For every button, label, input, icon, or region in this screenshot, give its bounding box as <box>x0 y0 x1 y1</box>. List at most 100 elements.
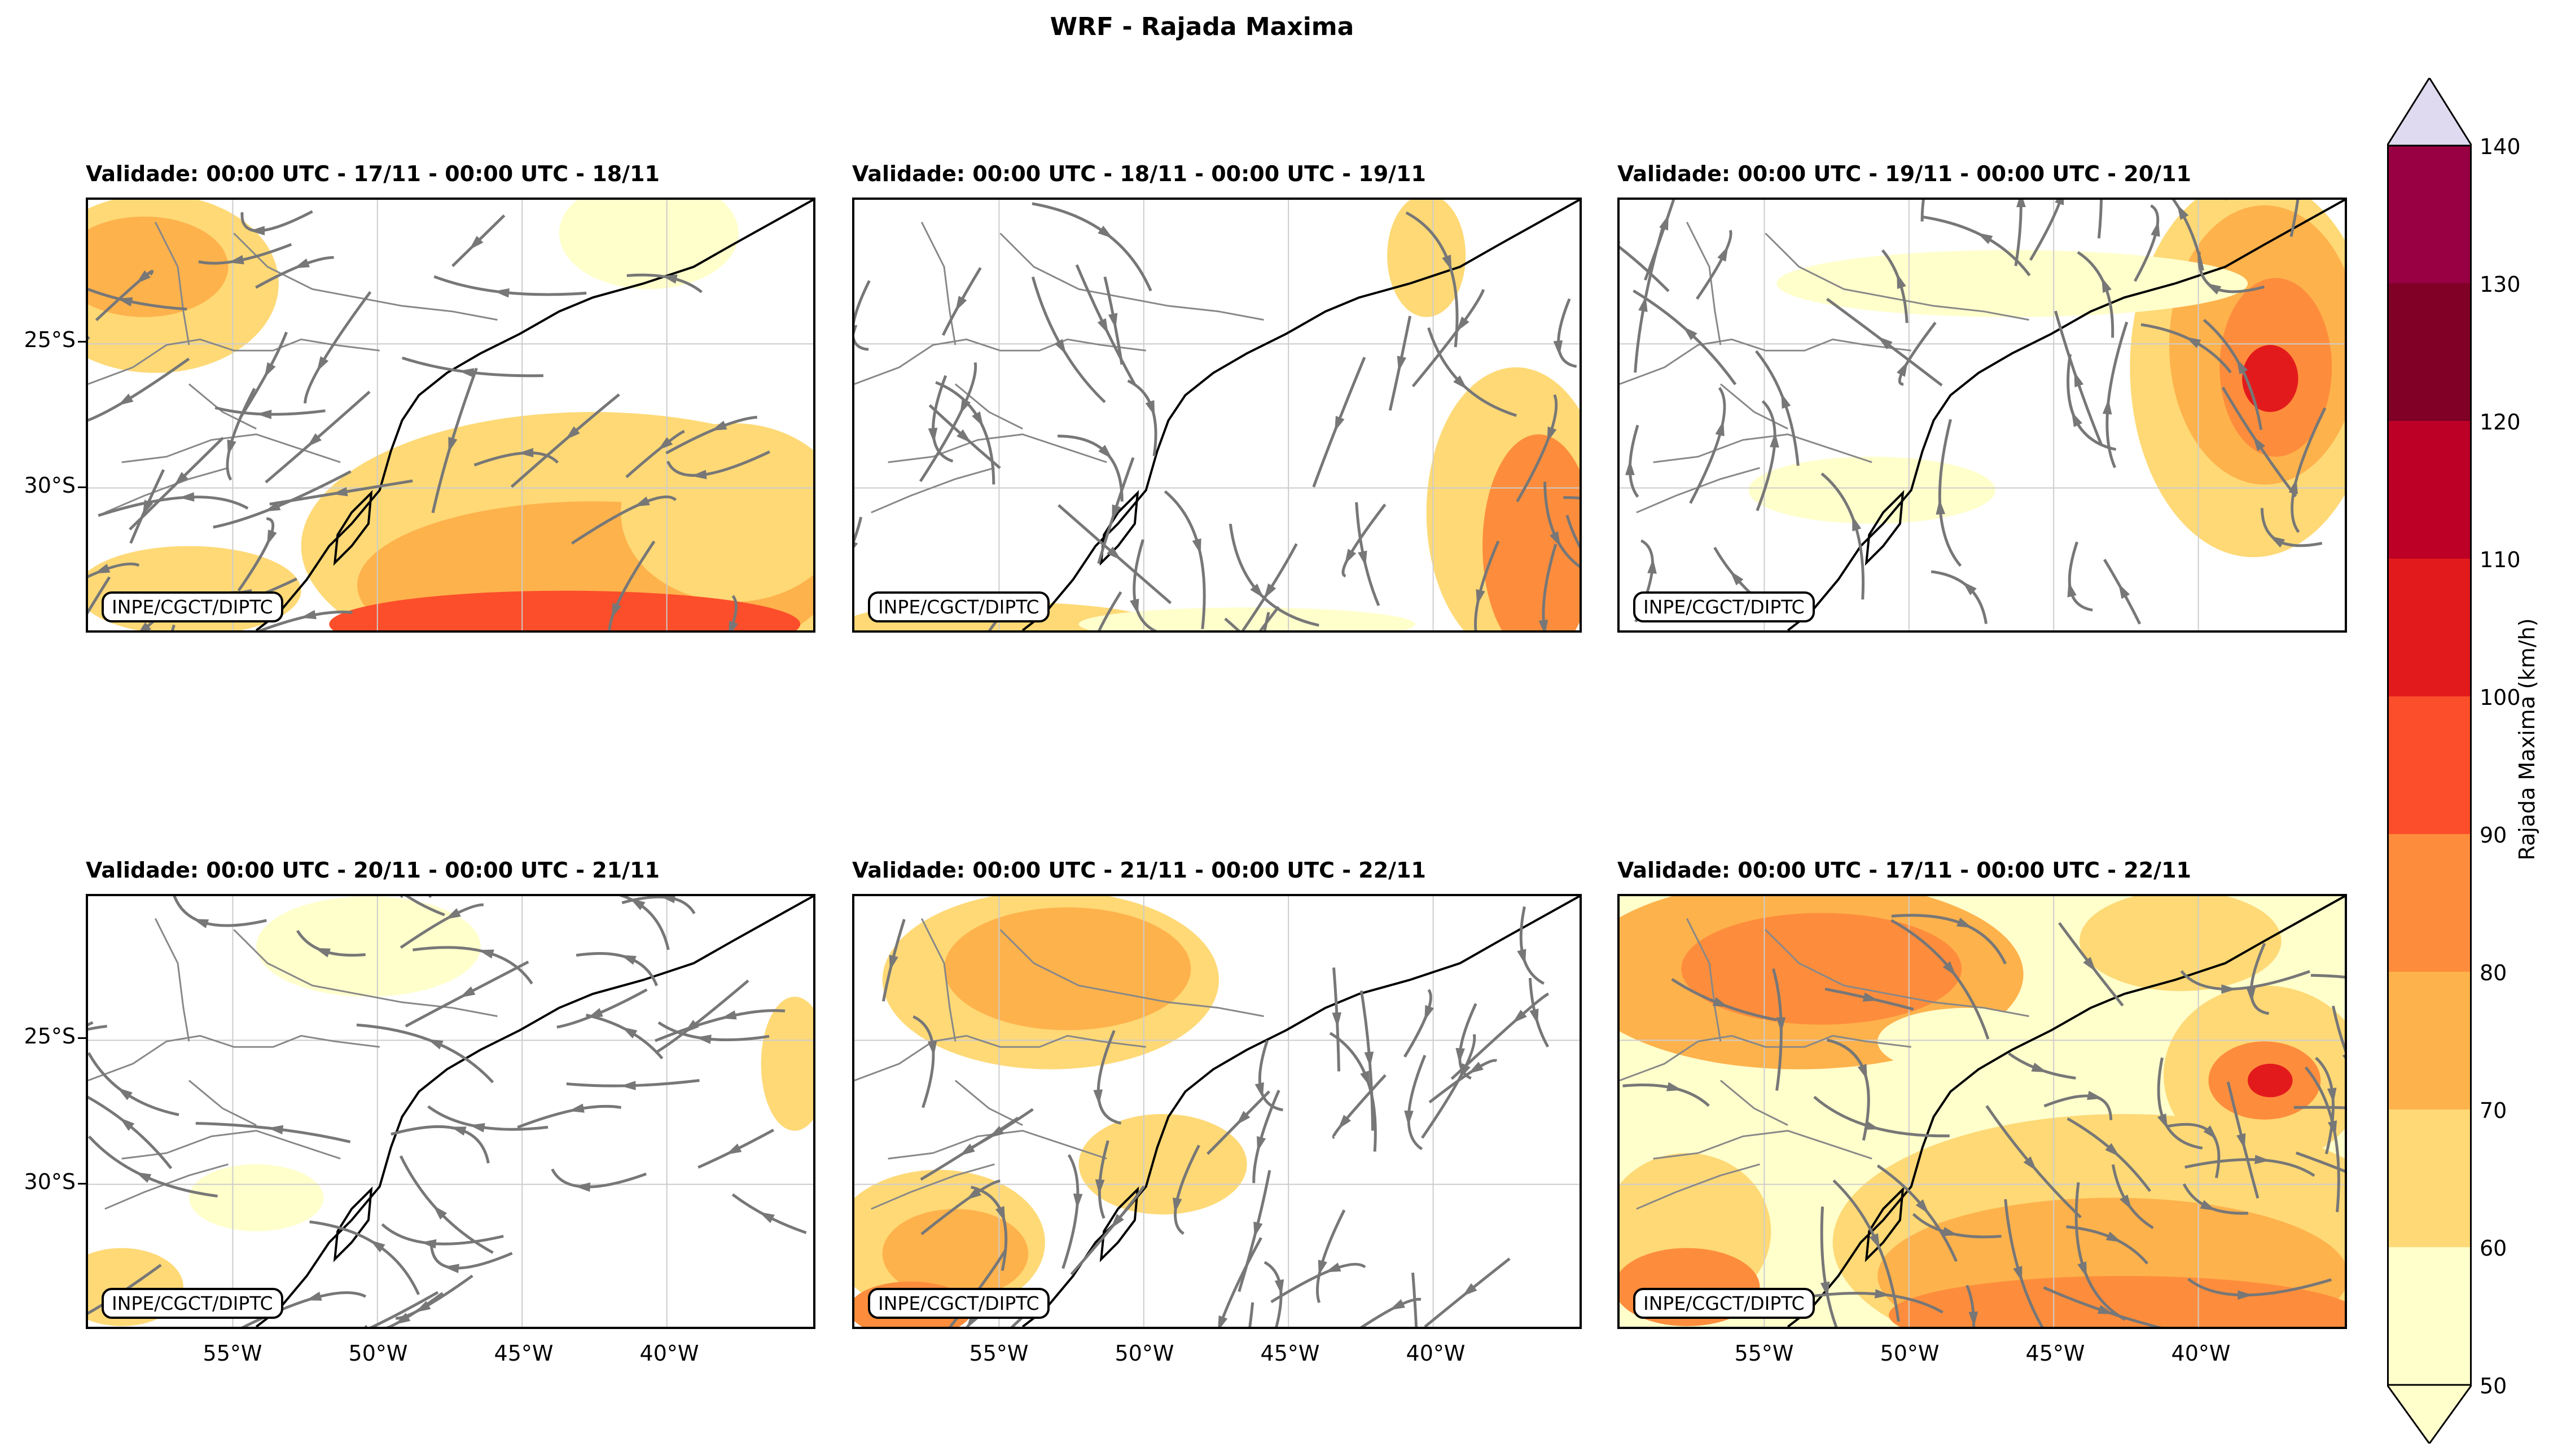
streamline <box>2068 541 2093 612</box>
streamline-arrow <box>293 258 310 269</box>
streamline-arrow <box>264 362 276 378</box>
credit-label: INPE/CGCT/DIPTC <box>102 1288 283 1319</box>
streamline-arrow <box>1874 1289 1890 1299</box>
streamline <box>657 1021 770 1042</box>
streamline-arrow <box>307 433 322 447</box>
state-border <box>233 233 498 321</box>
state-border <box>188 1080 257 1126</box>
state-border <box>1719 383 1788 430</box>
gust-area <box>88 216 229 317</box>
streamline <box>381 1223 504 1246</box>
colorbar-tick-label: 130 <box>2480 272 2521 297</box>
streamline-arrow <box>721 1010 737 1020</box>
state-border <box>1620 338 1911 385</box>
streamline-arrow <box>1968 1311 1978 1327</box>
streamline-arrow <box>1173 1198 1182 1213</box>
streamline-arrow <box>306 1291 322 1301</box>
streamline <box>576 952 659 986</box>
credit-label: INPE/CGCT/DIPTC <box>1633 591 1815 622</box>
streamline-arrow <box>2097 1305 2114 1314</box>
streamline-arrow <box>1936 499 1946 515</box>
x-tick-label: 50°W <box>1880 1341 1940 1366</box>
streamline-arrow <box>94 564 111 574</box>
state-border <box>88 338 380 385</box>
gust-area <box>761 997 813 1131</box>
gust-area <box>1482 434 1580 630</box>
streamline <box>1565 515 1580 549</box>
map-panel-5: INPE/CGCT/DIPTC <box>852 894 1582 1329</box>
colorbar-segment <box>2387 1109 2472 1247</box>
streamline-arrow <box>2105 1143 2120 1157</box>
streamline-arrow <box>1877 336 1893 350</box>
streamline-arrow <box>1250 584 1264 598</box>
streamline <box>2293 1106 2345 1109</box>
colorbar-tick-label: 140 <box>2480 134 2521 159</box>
streamline-arrow <box>684 1020 699 1033</box>
streamline <box>429 1244 513 1270</box>
streamline <box>2029 200 2063 261</box>
streamline-arrow <box>256 409 272 419</box>
streamline-arrow <box>1358 550 1367 567</box>
gust-area <box>1681 913 1962 1025</box>
x-tick-label: 50°W <box>1115 1341 1174 1366</box>
streamline-arrow <box>1442 255 1452 271</box>
streamline <box>1643 200 1675 281</box>
colorbar-tick-label: 100 <box>2480 685 2521 710</box>
streamline <box>1920 200 1925 222</box>
streamline-arrow <box>1455 1047 1465 1064</box>
map-panel-1: INPE/CGCT/DIPTC <box>86 198 815 633</box>
x-tick-label: 40°W <box>2171 1341 2231 1366</box>
credit-label: INPE/CGCT/DIPTC <box>102 591 283 622</box>
streamline <box>988 608 1006 630</box>
streamline-arrow <box>117 297 133 307</box>
y-tick-mark <box>78 1037 86 1039</box>
streamline-arrow <box>444 1264 459 1273</box>
streamline-arrow <box>1538 620 1548 630</box>
streamline <box>586 1014 664 1060</box>
y-tick-label: 25°S <box>24 327 76 352</box>
credit-label: INPE/CGCT/DIPTC <box>1633 1288 1815 1319</box>
x-tick-label: 40°W <box>1406 1341 1466 1366</box>
y-tick-mark <box>78 1183 86 1185</box>
gust-area <box>1889 1275 2345 1327</box>
y-tick-mark <box>78 486 86 488</box>
streamline-arrow <box>1318 1260 1327 1276</box>
state-border <box>854 1034 1146 1081</box>
streamline-arrow <box>1666 1082 1683 1091</box>
streamline <box>2296 1151 2345 1173</box>
streamline-arrow <box>2067 581 2077 598</box>
streamline-arrow <box>2087 1090 2103 1100</box>
streamline-arrow <box>2236 358 2248 375</box>
streamline-arrow <box>317 356 329 372</box>
streamline <box>1332 1074 1387 1139</box>
colorbar-tick-label: 70 <box>2480 1098 2507 1123</box>
y-tick-label: 30°S <box>24 1169 76 1194</box>
streamline <box>309 1220 420 1295</box>
streamline <box>1224 617 1240 630</box>
streamline-arrow <box>267 529 277 546</box>
state-border <box>1765 233 2029 321</box>
state-border <box>1620 1034 1911 1081</box>
streamline-arrow <box>135 270 151 284</box>
streamline <box>1032 202 1152 292</box>
streamline-arrow <box>2105 1231 2122 1243</box>
colorbar <box>2387 78 2472 1444</box>
streamline <box>1258 1040 1283 1112</box>
streamline-arrow <box>2342 1054 2345 1059</box>
streamline-arrow <box>2221 984 2237 994</box>
state-border <box>121 1130 341 1160</box>
streamline-arrow <box>140 622 152 630</box>
colorbar-frame <box>2387 144 2472 1386</box>
x-tick-label: 45°W <box>494 1341 554 1366</box>
streamline <box>1563 496 1580 500</box>
streamline-arrow <box>1956 918 1973 928</box>
streamline <box>195 1121 351 1143</box>
streamline-arrow <box>729 620 738 630</box>
streamline-arrow <box>2254 1155 2270 1164</box>
streamline-arrow <box>332 487 348 497</box>
streamline-arrow <box>1462 1283 1477 1297</box>
streamline <box>1628 424 1639 498</box>
streamline-arrow <box>2016 200 2026 208</box>
streamline-arrow <box>1112 504 1121 520</box>
streamline-arrow <box>1332 1012 1342 1028</box>
